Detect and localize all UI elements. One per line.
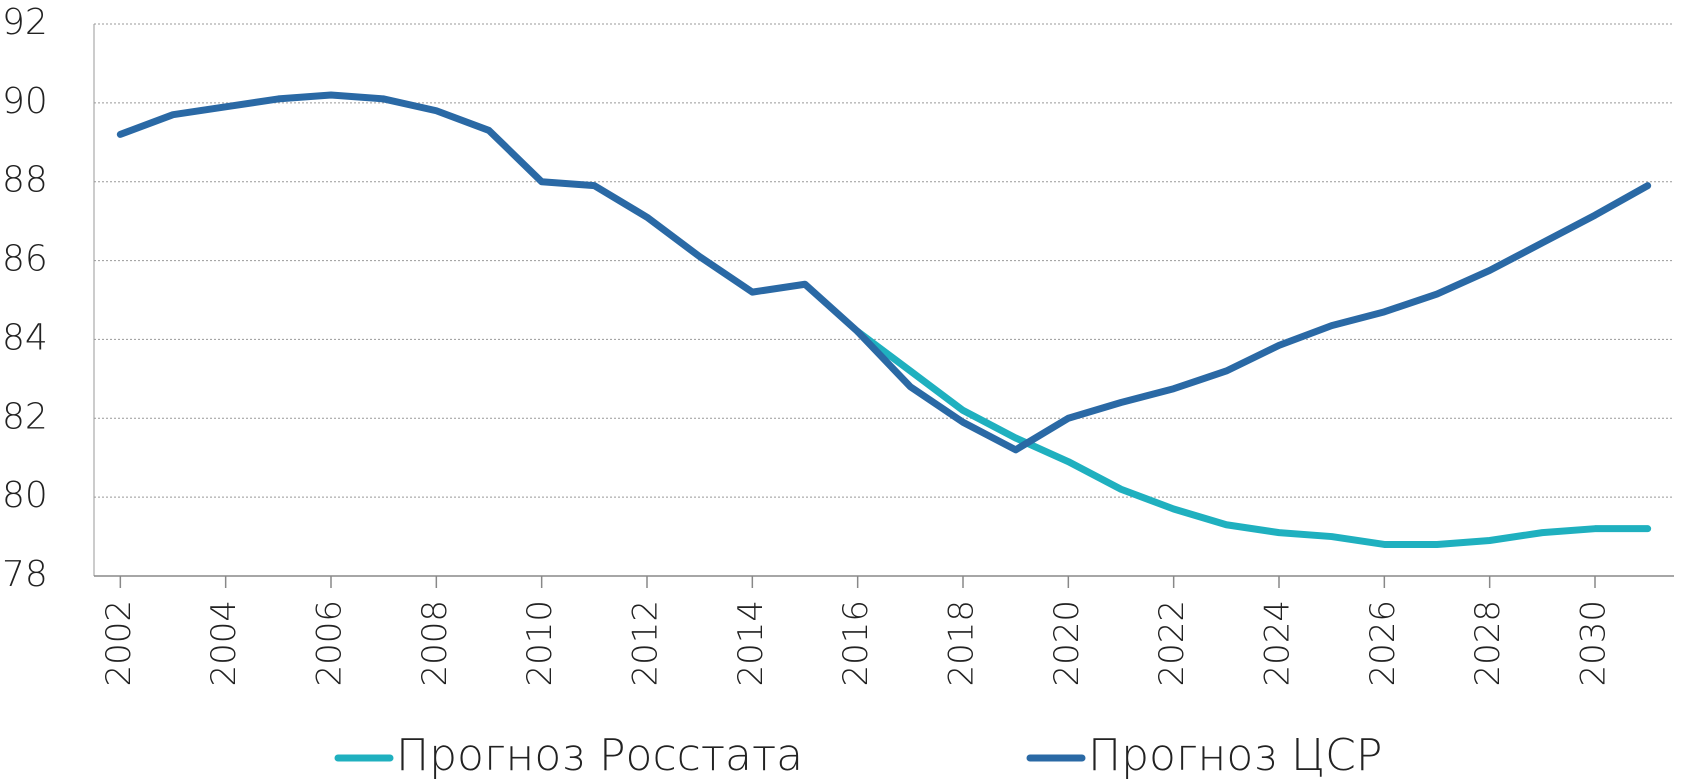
x-tick-label: 2012 bbox=[626, 600, 666, 687]
line bbox=[854, 328, 1652, 548]
x-tick-label: 2026 bbox=[1363, 600, 1403, 687]
x-tick-label: 2002 bbox=[99, 600, 139, 687]
y-tick-label: 88 bbox=[2, 160, 48, 201]
y-tick-label: 82 bbox=[2, 396, 48, 437]
y-tick-label: 80 bbox=[2, 475, 48, 516]
legend-label: Прогноз ЦСР bbox=[1088, 730, 1382, 781]
line bbox=[116, 91, 1652, 454]
y-tick-label: 78 bbox=[2, 554, 48, 595]
y-tick-label: 90 bbox=[2, 81, 48, 122]
x-tick-label: 2008 bbox=[415, 600, 455, 687]
x-tick-label: 2006 bbox=[310, 600, 350, 687]
y-tick-label: 92 bbox=[2, 2, 48, 43]
x-tick-label: 2018 bbox=[942, 600, 982, 687]
x-tick-label: 2028 bbox=[1468, 600, 1508, 687]
y-tick-label: 84 bbox=[2, 317, 48, 358]
x-tick-label: 2022 bbox=[1152, 600, 1192, 687]
x-tick-label: 2020 bbox=[1047, 600, 1087, 687]
x-tick-label: 2016 bbox=[836, 600, 876, 687]
x-tick-label: 2014 bbox=[731, 600, 771, 687]
x-tick-label: 2030 bbox=[1574, 600, 1614, 687]
x-tick-label: 2024 bbox=[1258, 600, 1298, 687]
y-tick-label: 86 bbox=[2, 239, 48, 280]
legend-label: Прогноз Росстата bbox=[396, 730, 803, 781]
x-tick-label: 2004 bbox=[204, 600, 244, 687]
x-tick-label: 2010 bbox=[520, 600, 560, 687]
